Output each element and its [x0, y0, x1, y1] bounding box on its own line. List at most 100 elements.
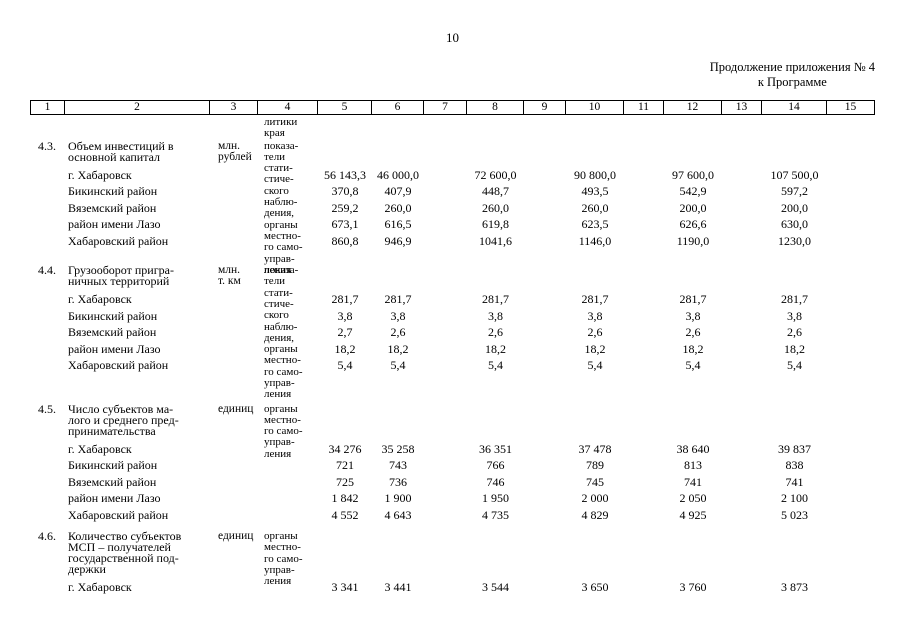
empty-cell — [827, 308, 875, 325]
value-text: 2,7 — [337, 325, 353, 340]
empty-cell — [624, 441, 664, 458]
table-header-row: 1 2 3 4 5 6 7 8 9 10 11 12 13 14 15 — [30, 100, 875, 115]
empty-cell — [210, 579, 258, 596]
value-text: 5,4 — [685, 358, 701, 373]
value-text: 616,5 — [384, 217, 412, 232]
empty-cell — [624, 357, 664, 374]
table-body: литики края показа- тели стати- стиче- с… — [30, 117, 875, 596]
empty-cell — [30, 341, 65, 358]
value-cell: 766 — [467, 457, 524, 474]
value-cell: 623,5 — [566, 216, 624, 233]
value-cell: 4 829 — [566, 507, 624, 524]
value-text: 619,8 — [482, 217, 509, 232]
value-cell: 4 735 — [467, 507, 524, 524]
row-number: 4.4. — [38, 263, 56, 278]
column-header-9: 9 — [524, 100, 566, 115]
value-cell: 2,6 — [372, 324, 424, 341]
value-text: 35 258 — [381, 441, 415, 456]
column-header-12: 12 — [664, 100, 722, 115]
value-cell: 493,5 — [566, 183, 624, 200]
value-text: 200,0 — [781, 200, 808, 215]
empty-cell — [524, 167, 566, 184]
value-text: 5 023 — [781, 507, 808, 522]
empty-cell — [722, 200, 762, 217]
empty-cell — [524, 579, 566, 596]
empty-cell — [30, 308, 65, 325]
territory-name: Вяземский район — [68, 325, 157, 340]
value-text: 4 643 — [384, 507, 412, 522]
value-text: 407,9 — [384, 184, 412, 199]
value-text: 281,7 — [384, 292, 412, 307]
value-cell: 281,7 — [372, 291, 424, 308]
value-text: 281,7 — [482, 292, 509, 307]
empty-cell — [258, 474, 318, 491]
column-header-5: 5 — [318, 100, 372, 115]
empty-cell — [30, 357, 65, 374]
empty-cell — [210, 490, 258, 507]
value-text: 4 829 — [581, 507, 609, 522]
table-section-4-3: показа- тели стати- стиче- ского наблю- … — [30, 138, 875, 276]
empty-cell — [722, 579, 762, 596]
value-cell: 37 478 — [566, 441, 624, 458]
empty-cell — [722, 357, 762, 374]
value-cell: 3 873 — [762, 579, 827, 596]
value-cell: 281,7 — [467, 291, 524, 308]
value-cell: 1146,0 — [566, 233, 624, 250]
indicator-title: Объем инвестиций в основной капитал — [68, 138, 174, 164]
indicator-title: Количество субъектов МСП – получателей г… — [68, 529, 182, 577]
column-header-6: 6 — [372, 100, 424, 115]
value-text: 281,7 — [781, 292, 808, 307]
value-cell: 1 842 — [318, 490, 372, 507]
indicator-row: 4.3. Объем инвестиций в основной капитал м… — [30, 138, 875, 167]
value-text: 542,9 — [679, 184, 707, 199]
empty-cell — [424, 457, 467, 474]
value-cell: 18,2 — [372, 341, 424, 358]
empty-cell — [424, 233, 467, 250]
value-text: 18,2 — [584, 341, 606, 356]
value-text: 4 552 — [331, 507, 359, 522]
column-header-3: 3 — [210, 100, 258, 115]
value-cell: 407,9 — [372, 183, 424, 200]
empty-cell — [524, 233, 566, 250]
value-cell: 736 — [372, 474, 424, 491]
value-text: 5,4 — [337, 358, 353, 373]
value-cell: 860,8 — [318, 233, 372, 250]
territory-name: Хабаровский район — [68, 507, 169, 522]
value-cell: 542,9 — [664, 183, 722, 200]
value-text: 743 — [389, 458, 407, 473]
value-cell: 3,8 — [372, 308, 424, 325]
empty-cell — [624, 507, 664, 524]
value-cell: 200,0 — [664, 200, 722, 217]
empty-cell — [424, 357, 467, 374]
value-cell: 56 143,3 — [318, 167, 372, 184]
value-cell: 743 — [372, 457, 424, 474]
value-text: 741 — [684, 474, 702, 489]
value-cell: 2 100 — [762, 490, 827, 507]
empty-cell — [624, 457, 664, 474]
value-text: 736 — [389, 474, 407, 489]
value-text: 946,9 — [384, 233, 412, 248]
value-cell: 725 — [318, 474, 372, 491]
value-cell: 5,4 — [467, 357, 524, 374]
territory-row: район имени Лазо 1 842 1 900 1 950 2 000 2 05… — [30, 490, 875, 507]
column-header-11: 11 — [624, 100, 664, 115]
value-text: 3,8 — [587, 308, 603, 323]
value-text: 3,8 — [685, 308, 701, 323]
value-text: 1041,6 — [479, 233, 512, 248]
empty-cell — [722, 308, 762, 325]
territory-name: г. Хабаровск — [68, 167, 132, 182]
empty-cell — [524, 507, 566, 524]
empty-cell — [827, 291, 875, 308]
empty-cell — [827, 167, 875, 184]
column-header-7: 7 — [424, 100, 467, 115]
empty-cell — [424, 341, 467, 358]
territory-row: г. Хабаровск 56 143,3 46 000,0 72 600,0 90 8… — [30, 167, 875, 184]
empty-cell — [524, 183, 566, 200]
value-cell: 5,4 — [664, 357, 722, 374]
value-cell: 746 — [467, 474, 524, 491]
empty-cell — [258, 507, 318, 524]
value-cell: 35 258 — [372, 441, 424, 458]
empty-cell — [424, 183, 467, 200]
value-cell: 721 — [318, 457, 372, 474]
value-text: 2,6 — [587, 325, 603, 340]
